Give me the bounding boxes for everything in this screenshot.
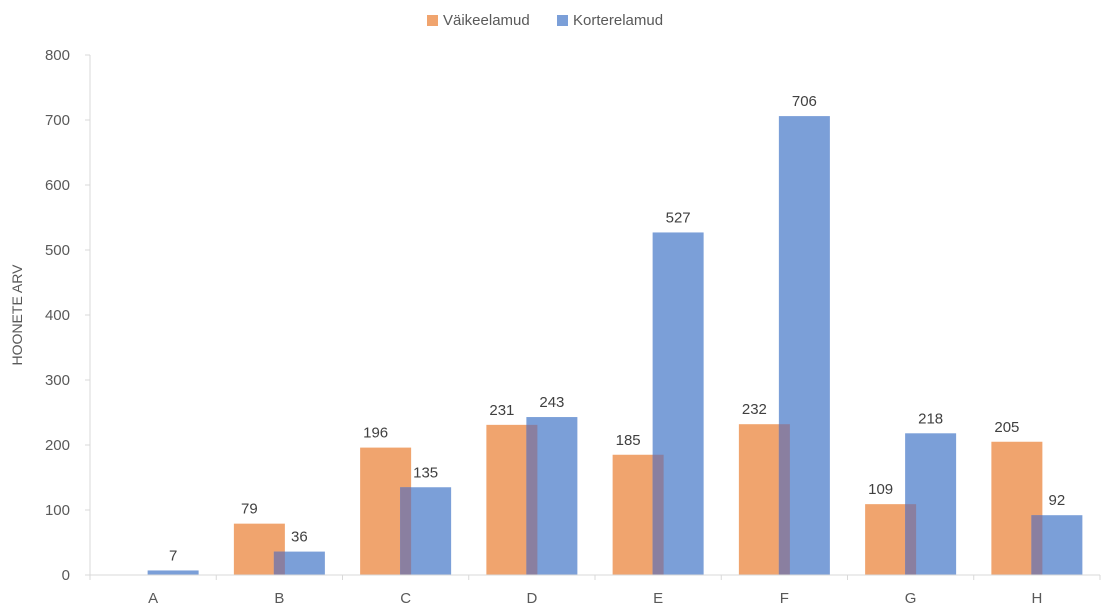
- y-tick-label: 600: [45, 177, 70, 194]
- y-tick-label: 100: [45, 502, 70, 519]
- data-label-vaikeelamud: 196: [363, 425, 388, 442]
- y-tick-label: 400: [45, 307, 70, 324]
- y-tick-label: 200: [45, 437, 70, 454]
- legend-swatch: [557, 15, 568, 26]
- data-label-korterelamud: 36: [291, 529, 308, 546]
- legend-label: Väikeelamud: [443, 12, 530, 29]
- data-label-vaikeelamud: 185: [616, 432, 641, 449]
- data-labels: 7 79 36 196 135 231 243 185 527 232 706 109 218 205 92: [169, 93, 1065, 564]
- x-tick-label: A: [148, 590, 158, 607]
- y-tick-label: 700: [45, 112, 70, 129]
- x-tick-label: D: [526, 590, 537, 607]
- bar-overlap: [905, 504, 917, 575]
- bar-overlap: [1031, 515, 1043, 575]
- x-tick-label: F: [780, 590, 789, 607]
- legend-label: Korterelamud: [573, 12, 663, 29]
- data-label-vaikeelamud: 231: [489, 402, 514, 419]
- y-axis-title: HOONETE ARV: [9, 264, 25, 366]
- data-label-vaikeelamud: 205: [994, 419, 1019, 436]
- x-axis: A B C D E F G H: [89, 574, 1101, 607]
- data-label-vaikeelamud: 109: [868, 481, 893, 498]
- data-label-korterelamud: 135: [413, 464, 438, 481]
- legend-swatch: [427, 15, 438, 26]
- data-label-korterelamud: 706: [792, 93, 817, 110]
- data-label-vaikeelamud: 232: [742, 401, 767, 418]
- y-axis: 0 100 200 300 400 500 600 700 800: [45, 47, 91, 584]
- bar-korterelamud: [273, 551, 325, 575]
- y-tick-label: 800: [45, 47, 70, 64]
- x-tick-label: H: [1031, 590, 1042, 607]
- bar-overlap: [273, 551, 285, 575]
- y-tick-label: 300: [45, 372, 70, 389]
- legend: Väikeelamud Korterelamud: [427, 12, 663, 29]
- x-tick-label: G: [905, 590, 917, 607]
- bar-overlap: [526, 424, 538, 575]
- bar-overlap: [400, 487, 412, 575]
- y-tick-label: 500: [45, 242, 70, 259]
- bar-korterelamud: [147, 570, 199, 575]
- data-label-korterelamud: 7: [169, 547, 177, 564]
- x-tick-label: E: [653, 590, 663, 607]
- data-label-korterelamud: 218: [918, 410, 943, 427]
- bar-overlap: [652, 454, 664, 575]
- data-label-korterelamud: 92: [1049, 492, 1066, 509]
- data-label-korterelamud: 243: [539, 394, 564, 411]
- bar-overlap: [778, 424, 790, 575]
- data-label-vaikeelamud: 79: [241, 501, 258, 518]
- x-tick-label: C: [400, 590, 411, 607]
- y-tick-label: 0: [62, 567, 70, 584]
- x-tick-label: B: [274, 590, 284, 607]
- data-label-korterelamud: 527: [666, 209, 691, 226]
- bars: [147, 116, 1083, 575]
